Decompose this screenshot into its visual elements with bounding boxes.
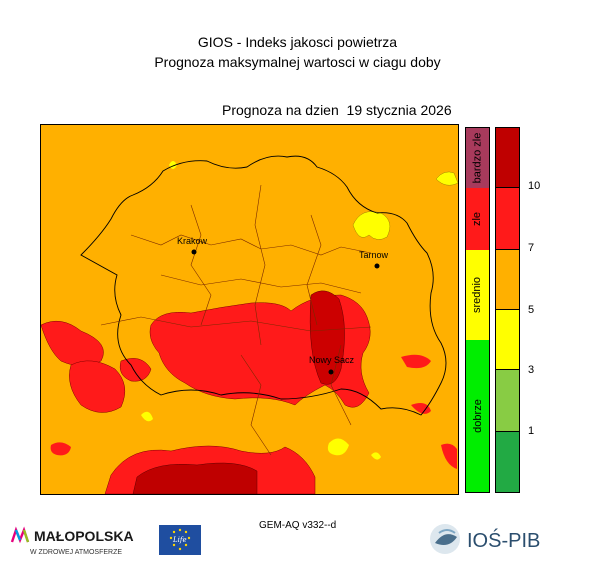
scale-segment: [496, 432, 519, 492]
city-marker-krakow: [191, 249, 197, 255]
red-zone: [411, 403, 431, 414]
category-dobrze: dobrze: [466, 340, 489, 492]
forecast-date: Prognoza na dzien 19 stycznia 2026: [222, 102, 452, 118]
title-line-1: GIOS - Indeks jakosci powietrza: [197, 34, 398, 50]
red-zone: [41, 320, 104, 367]
city-label-krakow: Krakow: [177, 236, 208, 246]
title-line-2: Prognoza maksymalnej wartosci w ciagu do…: [154, 54, 441, 70]
yellow-patch: [352, 211, 391, 240]
scale-segment: [496, 128, 519, 188]
eu-life-logo: Life: [159, 525, 201, 555]
scale-tick: 7: [528, 242, 535, 254]
city-label-tarnow: Tarnow: [359, 250, 389, 260]
category-label: zle: [471, 211, 484, 227]
ios-pib-logo: IOŚ-PIB: [427, 521, 562, 557]
red-zone: [401, 354, 431, 369]
scale-segment: [496, 310, 519, 370]
dark-red-zone: [132, 462, 258, 494]
city-label-nowy-sacz: Nowy Sacz: [309, 355, 355, 365]
voivodeship-border: [80, 155, 447, 416]
red-zone: [119, 358, 152, 382]
forecast-map: Krakow Tarnow Nowy Sacz: [40, 124, 459, 495]
category-zle: zle: [466, 188, 489, 250]
model-version: GEM-AQ v332--d: [259, 520, 337, 531]
malopolska-tagline: W ZDROWEJ ATMOSFERZE: [30, 549, 122, 556]
category-label: bardzo zle: [471, 132, 484, 184]
category-legend: bardzo zle zle srednio dobrze: [465, 127, 490, 493]
eu-life-text: Life: [172, 536, 187, 544]
malopolska-name: MAŁOPOLSKA: [34, 528, 134, 544]
yellow-patch: [141, 411, 153, 422]
yellow-patch: [371, 452, 381, 460]
category-label: srednio: [471, 276, 484, 314]
category-bardzo-zle: bardzo zle: [466, 128, 489, 188]
red-zone: [441, 443, 457, 469]
city-marker-tarnow: [374, 263, 380, 269]
red-zone: [69, 360, 126, 413]
scale-tick: 3: [528, 364, 535, 376]
scale-tick: 1: [528, 425, 535, 437]
ios-pib-text: IOŚ-PIB: [467, 528, 540, 552]
index-scale: [495, 127, 520, 493]
scale-segment: [496, 188, 519, 250]
map-canvas: Krakow Tarnow Nowy Sacz: [41, 125, 458, 494]
district-borders: [100, 184, 372, 456]
category-srednio: srednio: [466, 250, 489, 340]
red-zone: [50, 442, 71, 456]
city-marker-nowy-sacz: [328, 369, 334, 375]
malopolska-logo: MAŁOPOLSKA W ZDROWEJ ATMOSFERZE: [10, 522, 160, 560]
red-zone: [351, 393, 361, 402]
category-label: dobrze: [471, 399, 484, 433]
scale-tick: 10: [528, 180, 541, 192]
yellow-patch: [327, 438, 349, 456]
dark-red-zone: [309, 290, 345, 385]
yellow-patch: [435, 171, 458, 186]
scale-segment: [496, 250, 519, 310]
scale-tick: 5: [528, 304, 535, 316]
scale-segment: [496, 370, 519, 432]
